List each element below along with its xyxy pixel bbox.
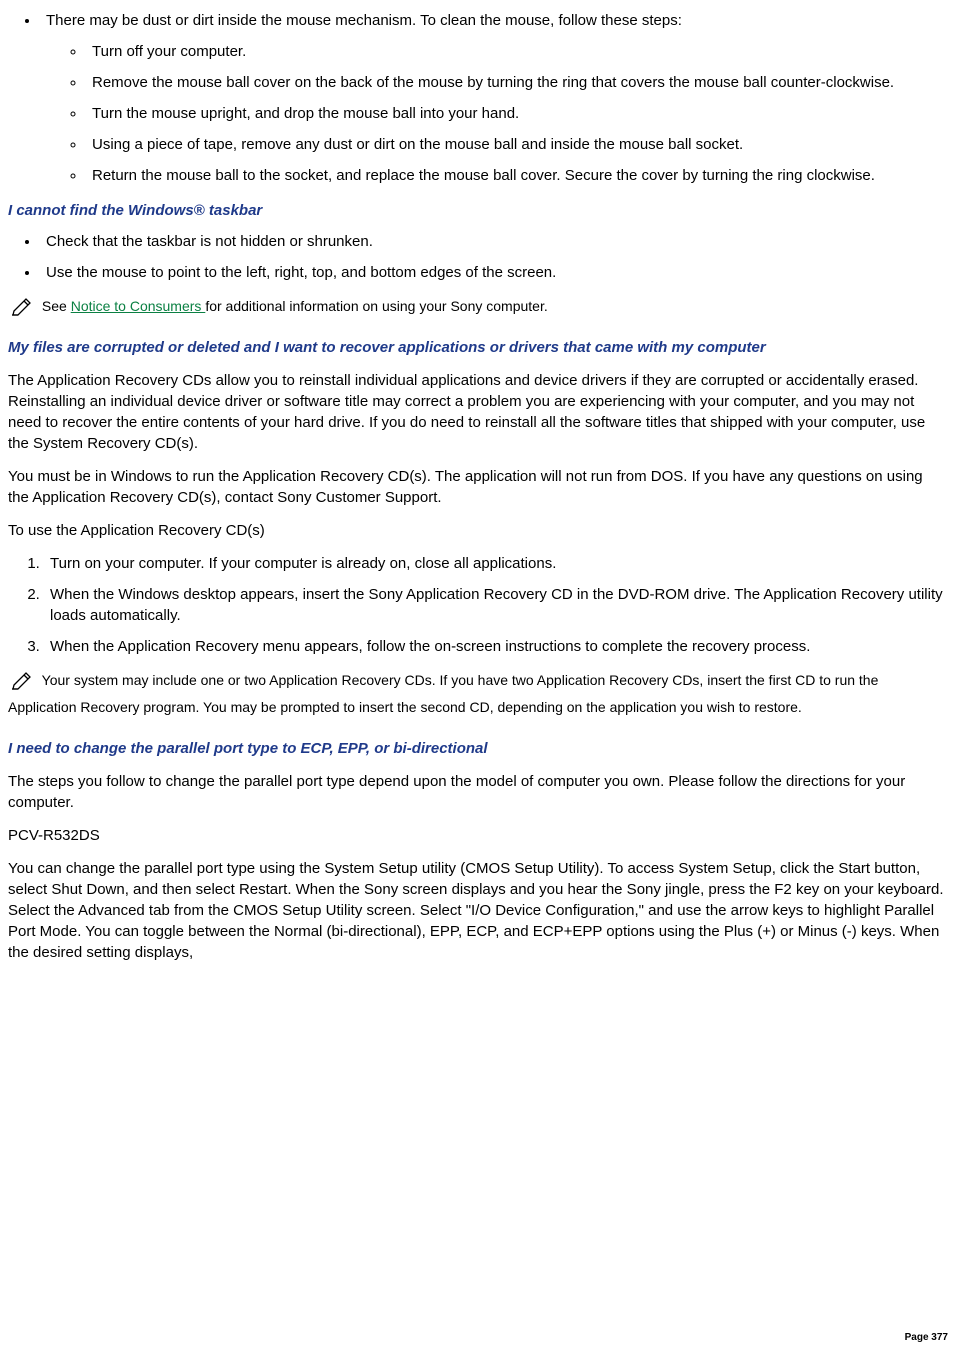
- taskbar-list: Check that the taskbar is not hidden or …: [8, 231, 946, 283]
- recovery-steps: Turn on your computer. If your computer …: [8, 553, 946, 657]
- recovery-heading: My files are corrupted or deleted and I …: [8, 337, 946, 358]
- page-number: Page 377: [905, 1331, 948, 1345]
- taskbar-note: See Notice to Consumers for additional i…: [8, 293, 946, 323]
- list-item: Remove the mouse ball cover on the back …: [86, 72, 946, 93]
- list-item: Use the mouse to point to the left, righ…: [40, 262, 946, 283]
- recovery-note-text: Your system may include one or two Appli…: [8, 672, 878, 715]
- note-text-pre: See: [42, 298, 71, 314]
- pencil-icon: [8, 667, 36, 697]
- list-item: Turn the mouse upright, and drop the mou…: [86, 103, 946, 124]
- taskbar-heading: I cannot find the Windows® taskbar: [8, 200, 946, 221]
- list-item: Using a piece of tape, remove any dust o…: [86, 134, 946, 155]
- list-item: Return the mouse ball to the socket, and…: [86, 165, 946, 186]
- parallel-p1: The steps you follow to change the paral…: [8, 771, 946, 813]
- mouse-cleaning-sublist: Turn off your computer. Remove the mouse…: [46, 41, 946, 186]
- parallel-model: PCV-R532DS: [8, 825, 946, 846]
- list-item: Check that the taskbar is not hidden or …: [40, 231, 946, 252]
- pencil-icon: [8, 293, 36, 323]
- list-item: Turn on your computer. If your computer …: [44, 553, 946, 574]
- list-item: There may be dust or dirt inside the mou…: [40, 10, 946, 186]
- recovery-p1: The Application Recovery CDs allow you t…: [8, 370, 946, 454]
- list-item: Turn off your computer.: [86, 41, 946, 62]
- notice-consumers-link[interactable]: Notice to Consumers: [71, 298, 206, 314]
- parallel-p2: You can change the parallel port type us…: [8, 858, 946, 963]
- recovery-p3: To use the Application Recovery CD(s): [8, 520, 946, 541]
- recovery-note: Your system may include one or two Appli…: [8, 667, 946, 718]
- parallel-heading: I need to change the parallel port type …: [8, 738, 946, 759]
- note-text-post: for additional information on using your…: [205, 298, 547, 314]
- list-item: When the Windows desktop appears, insert…: [44, 584, 946, 626]
- list-item-text: There may be dust or dirt inside the mou…: [46, 12, 682, 29]
- list-item: When the Application Recovery menu appea…: [44, 636, 946, 657]
- recovery-p2: You must be in Windows to run the Applic…: [8, 466, 946, 508]
- mouse-cleaning-list: There may be dust or dirt inside the mou…: [8, 10, 946, 186]
